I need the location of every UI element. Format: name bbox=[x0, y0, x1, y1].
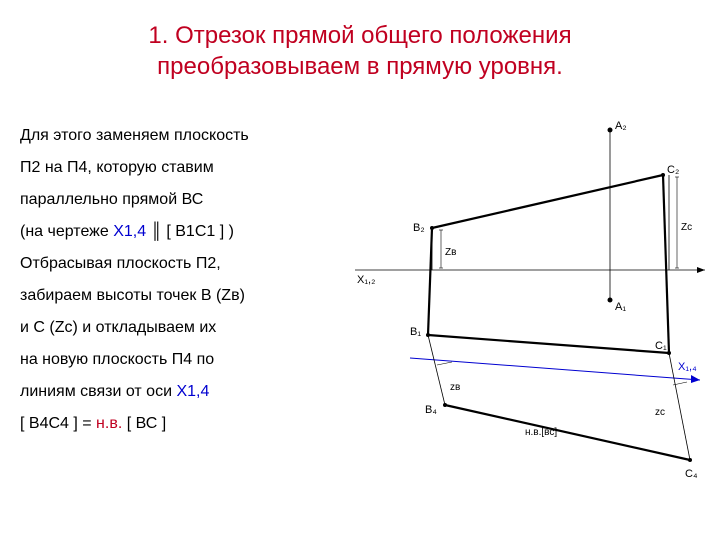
line-7: и С (Zс) и откладываем их bbox=[20, 312, 350, 344]
line-9: линиям связи от оси Х1,4 bbox=[20, 376, 350, 408]
label-A1: A₁ bbox=[615, 301, 626, 313]
label-X14: X₁,₄ bbox=[678, 361, 697, 373]
line-4: (на чертеже Х1,4 ║ [ В1С1 ] ) bbox=[20, 216, 350, 248]
body-text: Для этого заменяем плоскость П2 на П4, к… bbox=[20, 120, 350, 440]
geometric-diagram: A₂ C₂ B₂ Zв Zс X₁,₂ A₁ B₁ C₁ zв zс X₁,₄ … bbox=[355, 115, 705, 505]
line-5: Отбрасывая плоскость П2, bbox=[20, 248, 350, 280]
label-Zb-upper: Zв bbox=[445, 247, 456, 258]
label-zc-lower: zс bbox=[655, 407, 665, 418]
label-C2: C₂ bbox=[667, 164, 679, 176]
label-B1: B₁ bbox=[410, 326, 421, 338]
label-C1: C₁ bbox=[655, 340, 667, 352]
line-3: параллельно прямой ВС bbox=[20, 184, 350, 216]
label-B2: B₂ bbox=[413, 222, 425, 234]
line-2: П2 на П4, которую ставим bbox=[20, 152, 350, 184]
line-6: забираем высоты точек В (Zв) bbox=[20, 280, 350, 312]
page-title: 1. Отрезок прямой общего положения преоб… bbox=[0, 0, 720, 97]
label-X12: X₁,₂ bbox=[357, 274, 375, 286]
line-8: на новую плоскость П4 по bbox=[20, 344, 350, 376]
label-C4: C₄ bbox=[685, 468, 698, 480]
label-B4: B₄ bbox=[425, 404, 437, 416]
label-zb-lower: zв bbox=[450, 382, 460, 393]
line-10: [ В4С4 ] = н.в. [ ВС ] bbox=[20, 408, 350, 440]
title-line-2: преобразовываем в прямую уровня. bbox=[40, 51, 680, 82]
label-A2: A₂ bbox=[615, 120, 627, 132]
title-line-1: 1. Отрезок прямой общего положения bbox=[40, 20, 680, 51]
line-1: Для этого заменяем плоскость bbox=[20, 120, 350, 152]
label-Zc-upper: Zс bbox=[681, 222, 692, 233]
label-nv: н.в.[вс] bbox=[525, 427, 557, 438]
